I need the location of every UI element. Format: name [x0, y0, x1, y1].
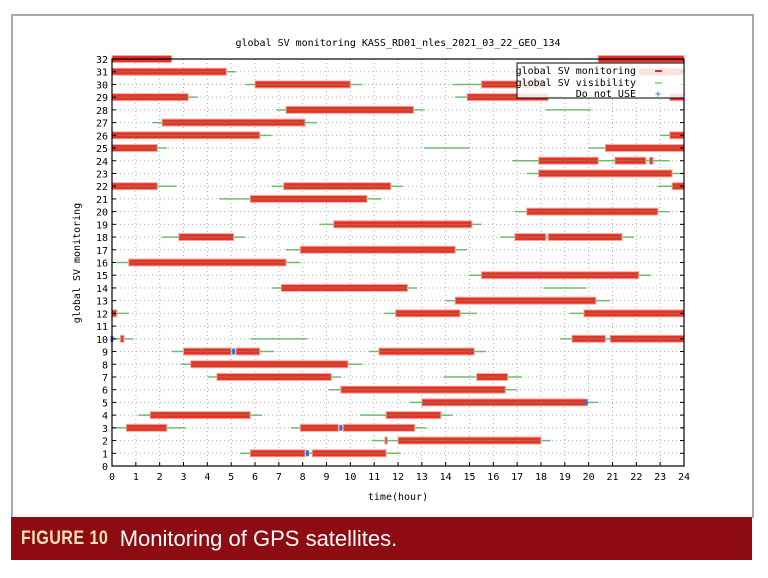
figure-caption: FIGURE 10 Monitoring of GPS satellites. [11, 517, 752, 560]
x-tick-label: 8 [300, 472, 306, 483]
legend-label-monitoring: global SV monitoring [516, 66, 636, 77]
y-tick-label: 10 [96, 335, 108, 346]
x-tick-label: 19 [559, 472, 571, 483]
y-tick-label: 2 [102, 437, 108, 448]
y-tick-label: 16 [96, 259, 108, 270]
legend-label-do-not-use: Do not USE [576, 89, 636, 100]
plot-border [111, 58, 685, 467]
y-tick-label: 9 [102, 348, 108, 359]
y-tick-label: 1 [102, 449, 108, 460]
x-tick-label: 4 [204, 472, 210, 483]
y-tick-label: 22 [96, 182, 108, 193]
y-tick-label: 31 [96, 68, 108, 79]
x-tick-label: 24 [678, 472, 690, 483]
x-tick-label: 23 [654, 472, 666, 483]
x-tick-label: 16 [487, 472, 499, 483]
y-tick-label: 12 [96, 309, 108, 320]
y-tick-label: 17 [96, 246, 108, 257]
y-tick-label: 29 [96, 93, 108, 104]
y-tick-label: 7 [102, 373, 108, 384]
legend-box [516, 62, 685, 99]
caption-text: Monitoring of GPS satellites. [119, 525, 398, 551]
y-tick-label: 14 [96, 284, 108, 295]
x-tick-label: 0 [109, 472, 115, 483]
x-tick-label: 2 [157, 472, 163, 483]
x-tick-label: 20 [583, 472, 595, 483]
x-axis-label: time(hour) [368, 492, 428, 503]
y-tick-label: 13 [96, 297, 108, 308]
x-tick-label: 12 [392, 472, 404, 483]
y-tick-label: 25 [96, 144, 108, 155]
y-tick-label: 30 [96, 80, 108, 91]
y-tick-label: 6 [102, 386, 108, 397]
do-not-use-marker-prn-3 [339, 424, 343, 431]
do-not-use-marker-prn-9 [232, 348, 236, 355]
do-not-use-marker-prn-1 [305, 450, 309, 457]
x-tick-label: 18 [535, 472, 547, 483]
x-tick-label: 6 [252, 472, 258, 483]
chart-title: global SV monitoring KASS_RD01_nles_2021… [235, 38, 560, 49]
y-tick-label: 0 [102, 462, 108, 473]
y-tick-label: 20 [96, 208, 108, 219]
x-tick-label: 11 [368, 472, 380, 483]
y-tick-label: 8 [102, 360, 108, 371]
y-axis-label: global SV monitoring [72, 203, 83, 323]
y-tick-label: 19 [96, 220, 108, 231]
y-tick-label: 18 [96, 233, 108, 244]
x-tick-label: 15 [463, 472, 475, 483]
x-tick-label: 7 [276, 472, 282, 483]
x-tick-label: 5 [228, 472, 234, 483]
y-tick-label: 24 [96, 157, 108, 168]
x-tick-label: 3 [180, 472, 186, 483]
legend-label-visibility: global SV visibility [516, 78, 636, 89]
x-tick-label: 17 [511, 472, 523, 483]
series-marks [110, 55, 685, 458]
y-tick-label: 3 [102, 424, 108, 435]
axes: 0 1 2 3 4 5 6 7 8 9 10 11 12 13 14 15 16 17 18 19 20 21 22 23 24… [96, 55, 690, 483]
x-tick-label: 22 [630, 472, 642, 483]
y-tick-label: 5 [102, 398, 108, 409]
x-tick-label: 13 [416, 472, 428, 483]
x-tick-label: 1 [133, 472, 139, 483]
y-tick-label: 28 [96, 106, 108, 117]
y-tick-label: 23 [96, 169, 108, 180]
x-tick-label: 14 [440, 472, 452, 483]
y-tick-label: 21 [96, 195, 108, 206]
y-tick-label: 26 [96, 131, 108, 142]
legend: global SV monitoring global SV visibilit… [516, 62, 685, 100]
figure-number: FIGURE 10 [21, 527, 109, 549]
x-tick-label: 10 [344, 472, 356, 483]
y-tick-label: 32 [96, 55, 108, 66]
y-tick-label: 4 [102, 411, 108, 422]
x-tick-label: 9 [323, 472, 329, 483]
y-tick-label: 15 [96, 271, 108, 282]
y-tick-label: 27 [96, 119, 108, 130]
legend-marker-do-not-use: + [655, 89, 661, 100]
y-tick-label: 11 [96, 322, 108, 333]
x-tick-label: 21 [606, 472, 618, 483]
monitoring-chart: global SV monitoring KASS_RD01_nles_2021… [72, 38, 690, 503]
do-not-use-marker-prn-5 [584, 399, 588, 406]
